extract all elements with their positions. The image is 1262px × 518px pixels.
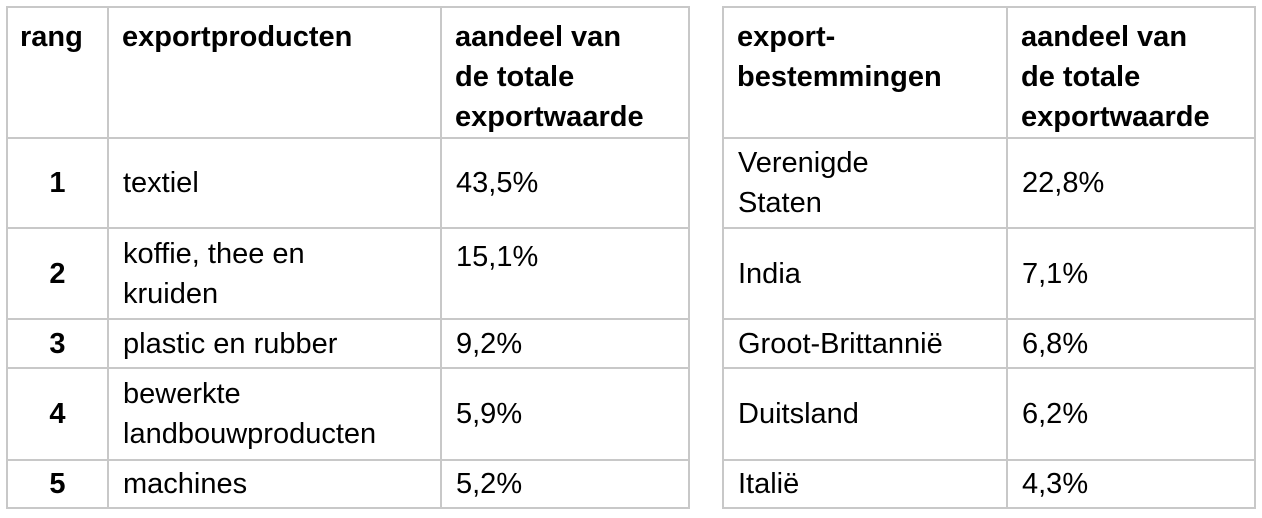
table-row: Duitsland 6,2%: [722, 367, 1256, 461]
table-row: 2 koffie, thee en kruiden 15,1%: [6, 227, 690, 320]
table-header-row: rang exportproducten aandeel van de tota…: [6, 6, 690, 139]
destinations-header: export- bestemmingen: [722, 6, 1008, 139]
destination-cell: Duitsland: [722, 367, 1008, 461]
table-row: 1 textiel 43,5%: [6, 137, 690, 229]
product-cell: plastic en rubber: [107, 318, 442, 369]
product-cell: textiel: [107, 137, 442, 229]
share-cell: 9,2%: [440, 318, 690, 369]
share-cell: 22,8%: [1006, 137, 1256, 229]
destination-cell: Verenigde Staten: [722, 137, 1008, 229]
rank-header: rang: [6, 6, 109, 139]
rank-cell: 4: [6, 367, 109, 461]
rank-cell: 3: [6, 318, 109, 369]
product-cell: koffie, thee en kruiden: [107, 227, 442, 320]
table-row: Verenigde Staten 22,8%: [722, 137, 1256, 229]
destination-cell: Groot-Brittannië: [722, 318, 1008, 369]
table-row: 3 plastic en rubber 9,2%: [6, 318, 690, 369]
export-products-table: rang exportproducten aandeel van de tota…: [6, 6, 690, 509]
share-cell: 5,9%: [440, 367, 690, 461]
share-cell: 43,5%: [440, 137, 690, 229]
rank-cell: 5: [6, 459, 109, 509]
share-cell: 5,2%: [440, 459, 690, 509]
share-cell: 4,3%: [1006, 459, 1256, 509]
product-cell: bewerkte landbouwproducten: [107, 367, 442, 461]
share-cell: 15,1%: [440, 227, 690, 320]
table-row: Italië 4,3%: [722, 459, 1256, 509]
share-header: aandeel van de totale exportwaarde: [440, 6, 690, 139]
export-destinations-table: export- bestemmingen aandeel van de tota…: [722, 6, 1256, 509]
table-row: 4 bewerkte landbouwproducten 5,9%: [6, 367, 690, 461]
rank-cell: 2: [6, 227, 109, 320]
rank-cell: 1: [6, 137, 109, 229]
product-cell: machines: [107, 459, 442, 509]
share-cell: 6,8%: [1006, 318, 1256, 369]
share-header: aandeel van de totale exportwaarde: [1006, 6, 1256, 139]
destination-cell: India: [722, 227, 1008, 320]
table-row: 5 machines 5,2%: [6, 459, 690, 509]
table-row: India 7,1%: [722, 227, 1256, 320]
table-header-row: export- bestemmingen aandeel van de tota…: [722, 6, 1256, 139]
share-cell: 6,2%: [1006, 367, 1256, 461]
products-header: exportproducten: [107, 6, 442, 139]
table-row: Groot-Brittannië 6,8%: [722, 318, 1256, 369]
share-cell: 7,1%: [1006, 227, 1256, 320]
destination-cell: Italië: [722, 459, 1008, 509]
